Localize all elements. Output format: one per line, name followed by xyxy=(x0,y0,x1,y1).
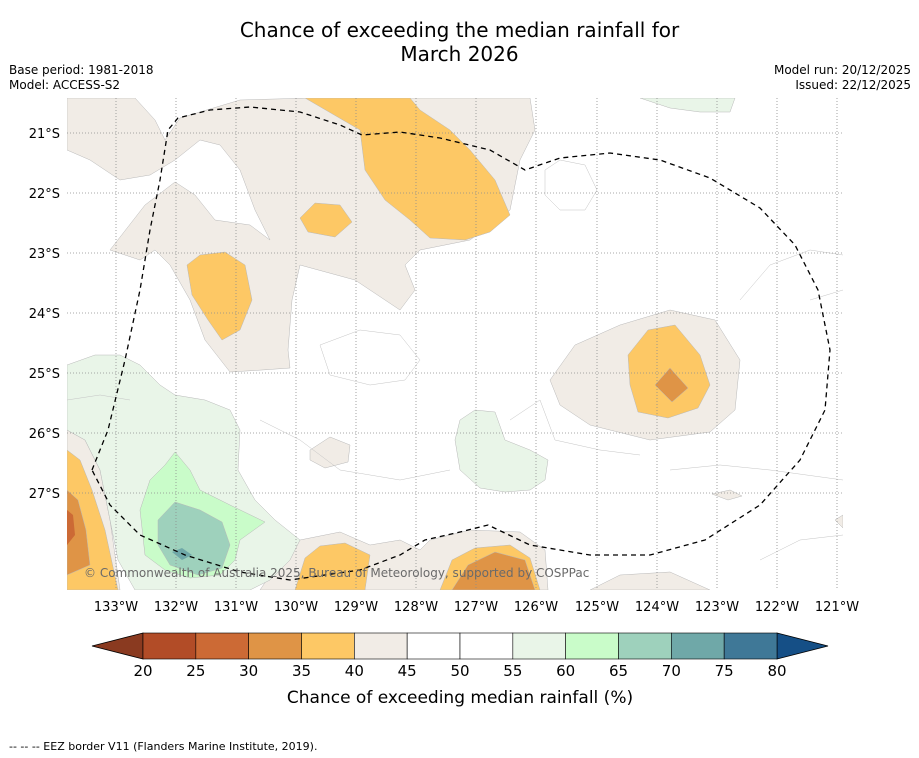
colorbar-segment xyxy=(354,632,408,660)
issued-date: Issued: 22/12/2025 xyxy=(795,78,911,92)
colorbar-label: Chance of exceeding median rainfall (%) xyxy=(287,688,633,708)
colorbar-tick-label: 65 xyxy=(609,662,628,680)
colorbar-segment xyxy=(723,632,778,660)
lat-label: 26°S xyxy=(29,427,60,442)
eez-footnote: -- -- -- EEZ border V11 (Flanders Marine… xyxy=(9,740,318,753)
region-65-70 xyxy=(157,501,231,576)
meta-right: Model run: 20/12/2025 Issued: 22/12/2025 xyxy=(774,63,911,93)
colorbar-under-arrow xyxy=(91,632,144,660)
colorbar-tick-label: 30 xyxy=(239,662,258,680)
lon-label: 128°W xyxy=(394,600,438,615)
colorbar-segment xyxy=(459,632,514,660)
copyright-text: © Commonwealth of Australia 2025, Bureau… xyxy=(84,566,589,580)
lon-label: 132°W xyxy=(154,600,198,615)
lat-labels: 21°S 22°S 23°S 24°S 25°S 26°S 27°S xyxy=(29,127,60,502)
colorbar-segment xyxy=(618,632,672,660)
model-name: Model: ACCESS-S2 xyxy=(9,78,121,92)
lon-label: 124°W xyxy=(635,600,679,615)
colorbar-tick-label: 45 xyxy=(398,662,417,680)
colorbar-tick-label: 35 xyxy=(292,662,311,680)
lon-label: 129°W xyxy=(334,600,378,615)
colorbar-segment xyxy=(406,632,461,660)
colorbar-tick-label: 75 xyxy=(715,662,734,680)
colorbar-segment xyxy=(671,632,725,660)
region-25-30 xyxy=(67,510,75,545)
colorbar-tick-label: 25 xyxy=(186,662,205,680)
lon-label: 125°W xyxy=(575,600,619,615)
lat-label: 25°S xyxy=(29,367,60,382)
colorbar-segment xyxy=(142,632,197,660)
colorbar: 20 25 30 35 40 45 50 55 60 65 70 75 80 Chance of exc… xyxy=(91,632,829,708)
lon-label: 121°W xyxy=(815,600,859,615)
colorbar-tick-label: 40 xyxy=(345,662,364,680)
map-title: Chance of exceeding the median rainfall … xyxy=(0,18,919,66)
map-area: © Commonwealth of Australia 2025, Bureau… xyxy=(67,98,843,590)
lat-label: 22°S xyxy=(29,187,60,202)
colorbar-segment xyxy=(565,632,619,660)
colorbar-segment xyxy=(512,632,566,660)
colorbar-segment xyxy=(301,632,355,660)
lon-label: 123°W xyxy=(695,600,739,615)
lon-label: 131°W xyxy=(214,600,258,615)
lat-label: 27°S xyxy=(29,487,60,502)
colorbar-segment xyxy=(248,632,302,660)
colorbar-segment xyxy=(195,632,249,660)
lon-label: 130°W xyxy=(274,600,318,615)
lon-label: 127°W xyxy=(454,600,498,615)
base-period: Base period: 1981-2018 xyxy=(9,63,154,77)
colorbar-over-arrow xyxy=(776,632,829,660)
colorbar-tick-label: 80 xyxy=(767,662,786,680)
lon-labels: 133°W 132°W 131°W 130°W 129°W 128°W 127°… xyxy=(94,600,859,615)
lon-label: 133°W xyxy=(94,600,138,615)
colorbar-tick-label: 20 xyxy=(133,662,152,680)
eez-border xyxy=(91,106,831,581)
lat-label: 21°S xyxy=(29,127,60,142)
lat-label: 23°S xyxy=(29,247,60,262)
lat-label: 24°S xyxy=(29,307,60,322)
lon-label: 122°W xyxy=(755,600,799,615)
contour-lines xyxy=(67,159,843,561)
lon-label: 126°W xyxy=(514,600,558,615)
model-run: Model run: 20/12/2025 xyxy=(773,63,911,77)
colorbar-tick-label: 70 xyxy=(662,662,681,680)
region-30-35 xyxy=(67,367,689,590)
colorbar-tick-label: 50 xyxy=(450,662,469,680)
gridlines xyxy=(67,98,843,590)
title-line-1: Chance of exceeding the median rainfall … xyxy=(239,18,680,42)
colorbar-tick-label: 60 xyxy=(556,662,575,680)
title-line-2: March 2026 xyxy=(400,42,519,66)
colorbar-tick-label: 55 xyxy=(503,662,522,680)
meta-left: Base period: 1981-2018 Model: ACCESS-S2 xyxy=(9,63,154,93)
